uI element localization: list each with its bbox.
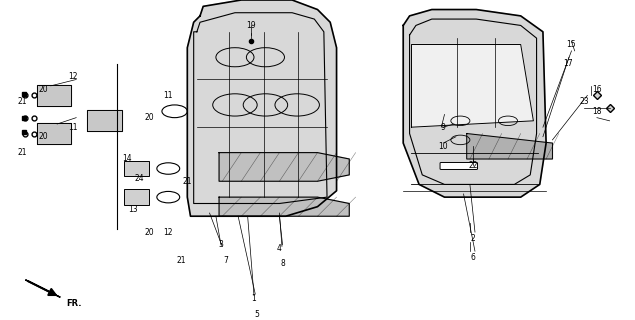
Text: 6: 6	[471, 253, 476, 262]
Polygon shape	[467, 133, 552, 159]
Polygon shape	[37, 123, 71, 144]
Polygon shape	[25, 280, 60, 297]
Polygon shape	[219, 197, 349, 216]
Text: 20: 20	[38, 132, 48, 141]
Polygon shape	[219, 153, 349, 181]
Text: 3: 3	[218, 240, 224, 249]
Text: 13: 13	[128, 205, 138, 214]
Text: 21: 21	[177, 256, 185, 265]
Polygon shape	[403, 10, 546, 197]
Text: 12: 12	[164, 228, 173, 236]
Text: 20: 20	[38, 84, 48, 93]
Text: 5: 5	[255, 310, 260, 319]
Text: 23: 23	[579, 97, 589, 106]
Text: 16: 16	[592, 84, 602, 93]
Text: 24: 24	[135, 173, 145, 182]
Text: 20: 20	[144, 228, 154, 236]
Text: 22: 22	[469, 161, 478, 170]
Text: 21: 21	[18, 97, 27, 106]
Text: 21: 21	[183, 177, 192, 186]
Text: 9: 9	[441, 123, 446, 132]
Polygon shape	[37, 85, 71, 106]
Text: 12: 12	[69, 72, 77, 81]
Bar	[124, 189, 149, 205]
Text: 15: 15	[566, 40, 577, 49]
Text: 21: 21	[18, 148, 27, 157]
Polygon shape	[411, 44, 533, 127]
Text: 17: 17	[563, 59, 573, 68]
Text: 11: 11	[164, 91, 173, 100]
Text: 10: 10	[438, 142, 448, 151]
FancyBboxPatch shape	[440, 163, 478, 170]
Text: 14: 14	[122, 155, 132, 164]
Text: 4: 4	[277, 244, 282, 252]
Text: 11: 11	[69, 123, 77, 132]
Text: FR.: FR.	[67, 299, 82, 308]
Text: 18: 18	[592, 107, 601, 116]
Polygon shape	[187, 0, 337, 216]
Text: 2: 2	[471, 234, 476, 243]
Text: 19: 19	[246, 21, 256, 30]
Text: 7: 7	[223, 256, 228, 265]
Text: 8: 8	[280, 260, 285, 268]
Text: 20: 20	[144, 113, 154, 122]
Polygon shape	[88, 110, 122, 131]
Text: 1: 1	[251, 294, 257, 303]
Bar	[124, 161, 149, 176]
